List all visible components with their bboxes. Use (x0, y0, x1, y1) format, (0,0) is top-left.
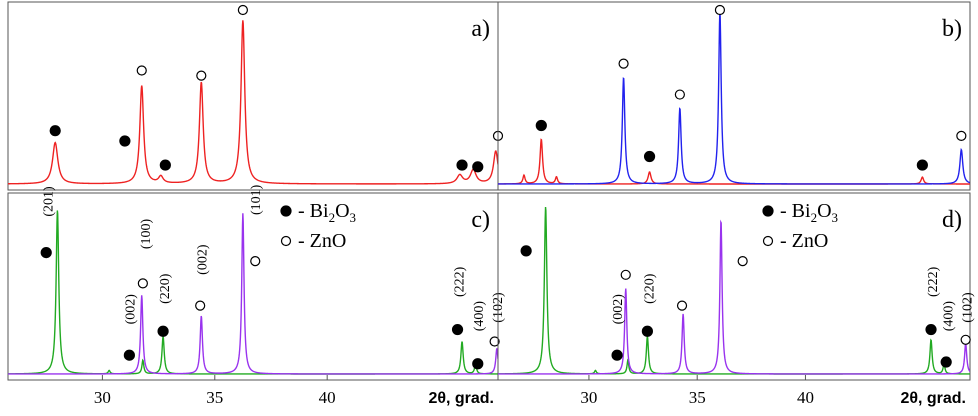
zno-marker (737, 256, 748, 267)
miller-index-label: (002) (195, 244, 210, 275)
x-tick-label: 30 (580, 388, 597, 407)
series-line-1 (8, 213, 498, 375)
zno-marker (195, 300, 206, 311)
zno-marker (956, 130, 967, 141)
panel-label: b) (942, 16, 962, 42)
legend-entry-zno: - ZnO (298, 230, 346, 252)
panel-label: d) (942, 207, 962, 233)
panels-group: a) b)(201)(002)(100)(220)(002)(101)(222)(… (7, 1, 976, 407)
panel-label: c) (471, 207, 490, 233)
legend-entry-bi2o3: - Bi2O3 (298, 200, 356, 225)
bi2o3-marker (40, 246, 52, 259)
zno-marker (237, 4, 248, 16)
zno-marker (620, 269, 631, 280)
series-line-0 (498, 138, 970, 185)
series-line-1 (498, 219, 970, 375)
series-line-0 (498, 207, 970, 375)
bi2o3-marker (643, 150, 656, 163)
bi2o3-marker (472, 358, 484, 370)
miller-index-label: (220) (158, 273, 173, 304)
zno-marker (196, 70, 207, 81)
bi2o3-marker (641, 325, 653, 337)
miller-index-label: (222) (453, 266, 468, 297)
zno-marker (618, 58, 629, 69)
x-tick-label: 40 (319, 388, 336, 407)
bi2o3-marker (159, 159, 171, 171)
zno-marker (676, 300, 688, 311)
bi2o3-marker (925, 323, 937, 336)
x-tick-label: 35 (689, 388, 706, 407)
x-axis-title: 2θ, grad. (900, 390, 966, 407)
panel-label: a) (471, 16, 490, 42)
series-line-0 (8, 210, 498, 375)
series-line-1 (498, 12, 970, 185)
miller-index-label: (002) (123, 294, 138, 325)
legend-zno-marker (762, 235, 774, 247)
bi2o3-marker (451, 323, 464, 336)
bi2o3-marker (157, 325, 169, 337)
legend-bi2o3-marker (762, 205, 774, 217)
x-axis-title: 2θ, grad. (428, 390, 494, 407)
bi2o3-marker (456, 159, 468, 171)
panel-c: (201) (002) (100) (220) (002) (101) (222) (400)… (7, 184, 506, 407)
miller-index-label: (222) (926, 266, 941, 297)
miller-index-label: (100) (139, 219, 154, 250)
series-line-0 (8, 20, 498, 185)
miller-index-label: (201) (41, 186, 56, 217)
bi2o3-marker (49, 125, 61, 137)
zno-marker (960, 334, 971, 345)
miller-index-label: (400) (472, 301, 487, 332)
legend-zno-marker (280, 235, 292, 247)
x-tick-label: 35 (206, 388, 223, 407)
x-tick-label: 30 (94, 388, 111, 407)
legend-entry-bi2o3: - Bi2O3 (780, 200, 838, 225)
legend-entry-zno: - ZnO (780, 230, 828, 252)
panel-frame (497, 1, 971, 191)
bi2o3-marker (119, 135, 131, 147)
panel-frame (7, 1, 499, 191)
panel-a: a) (7, 1, 504, 191)
panel-d: (002) (220) (222)(400) (102) d) - Bi2O3 - ZnO 3… (497, 192, 976, 407)
bi2o3-marker (520, 245, 532, 257)
zno-marker (489, 336, 500, 347)
x-tick-label: 40 (797, 388, 814, 407)
bi2o3-marker (940, 356, 952, 368)
bi2o3-marker (916, 159, 928, 171)
miller-index-label: (101) (249, 184, 264, 215)
miller-index-label: (400) (941, 301, 956, 332)
zno-marker (137, 278, 148, 289)
bi2o3-marker (123, 349, 135, 361)
miller-index-label: (002) (611, 294, 626, 325)
bi2o3-marker (472, 161, 484, 173)
legend-bi2o3-marker (280, 205, 292, 217)
zno-marker (674, 89, 685, 100)
panel-frame (7, 192, 499, 381)
zno-marker (714, 4, 726, 16)
panel-b: b) (497, 1, 971, 191)
miller-index-label: (220) (642, 273, 657, 304)
zno-marker (136, 65, 147, 76)
bi2o3-marker (611, 349, 623, 361)
panel-frame (497, 192, 971, 381)
bi2o3-marker (535, 119, 547, 132)
miller-index-label: (102) (961, 292, 976, 323)
zno-marker (250, 256, 261, 267)
